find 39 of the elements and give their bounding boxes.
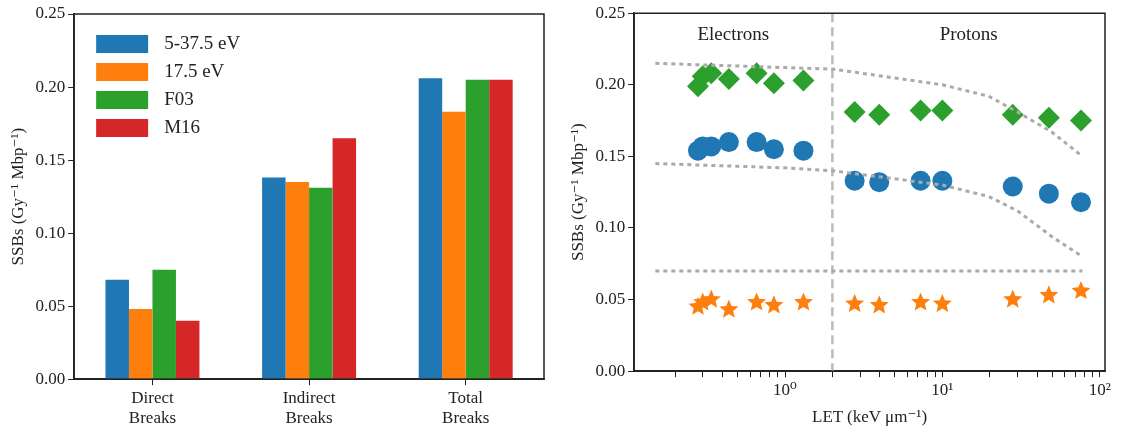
bar: [489, 79, 513, 379]
legend-label: 17.5 eV: [164, 59, 225, 81]
x-tick-label: 10⁰: [773, 379, 798, 399]
bar: [175, 320, 200, 379]
annotation: Electrons: [697, 23, 770, 45]
bar: [418, 78, 443, 379]
x-tick-label: Total Breaks: [442, 387, 490, 428]
y-tick-label: 0.15: [595, 145, 626, 165]
bar: [152, 269, 176, 379]
y-axis-title: SSBs (Gy⁻¹ Mbp⁻¹): [7, 127, 27, 266]
y-tick-label: 0.25: [35, 3, 66, 23]
y-tick-label: 0.10: [595, 217, 626, 237]
y-tick-label: 0.00: [595, 360, 626, 380]
bar: [309, 187, 333, 379]
x-axis-title: LET (keV μm⁻¹): [812, 407, 928, 427]
x-tick-label: Indirect Breaks: [282, 387, 336, 428]
legend-label: F03: [164, 87, 194, 109]
y-tick-label: 0.20: [595, 74, 626, 94]
x-tick-label: Direct Breaks: [128, 387, 177, 428]
x-tick-label: 10¹: [931, 379, 954, 399]
legend-label: 5-37.5 eV: [164, 31, 241, 53]
y-tick-label: 0.05: [595, 289, 626, 309]
bar: [332, 138, 357, 379]
y-tick-label: 0.20: [35, 76, 66, 96]
bar: [262, 177, 286, 379]
y-axis-title: SSBs (Gy⁻¹ Mbp⁻¹): [567, 123, 587, 262]
bar: [128, 309, 153, 379]
y-tick-label: 0.05: [35, 295, 66, 315]
bar: [465, 79, 490, 379]
y-tick-label: 0.10: [35, 222, 66, 242]
bar: [442, 111, 466, 379]
legend-label: M16: [164, 115, 201, 137]
y-tick-label: 0.00: [35, 368, 66, 388]
y-tick-label: 0.15: [35, 149, 66, 169]
bar: [105, 279, 129, 379]
x-tick-label: 10²: [1088, 379, 1111, 399]
y-tick-label: 0.25: [595, 2, 626, 22]
annotation: Protons: [939, 23, 998, 45]
bar: [285, 181, 310, 379]
